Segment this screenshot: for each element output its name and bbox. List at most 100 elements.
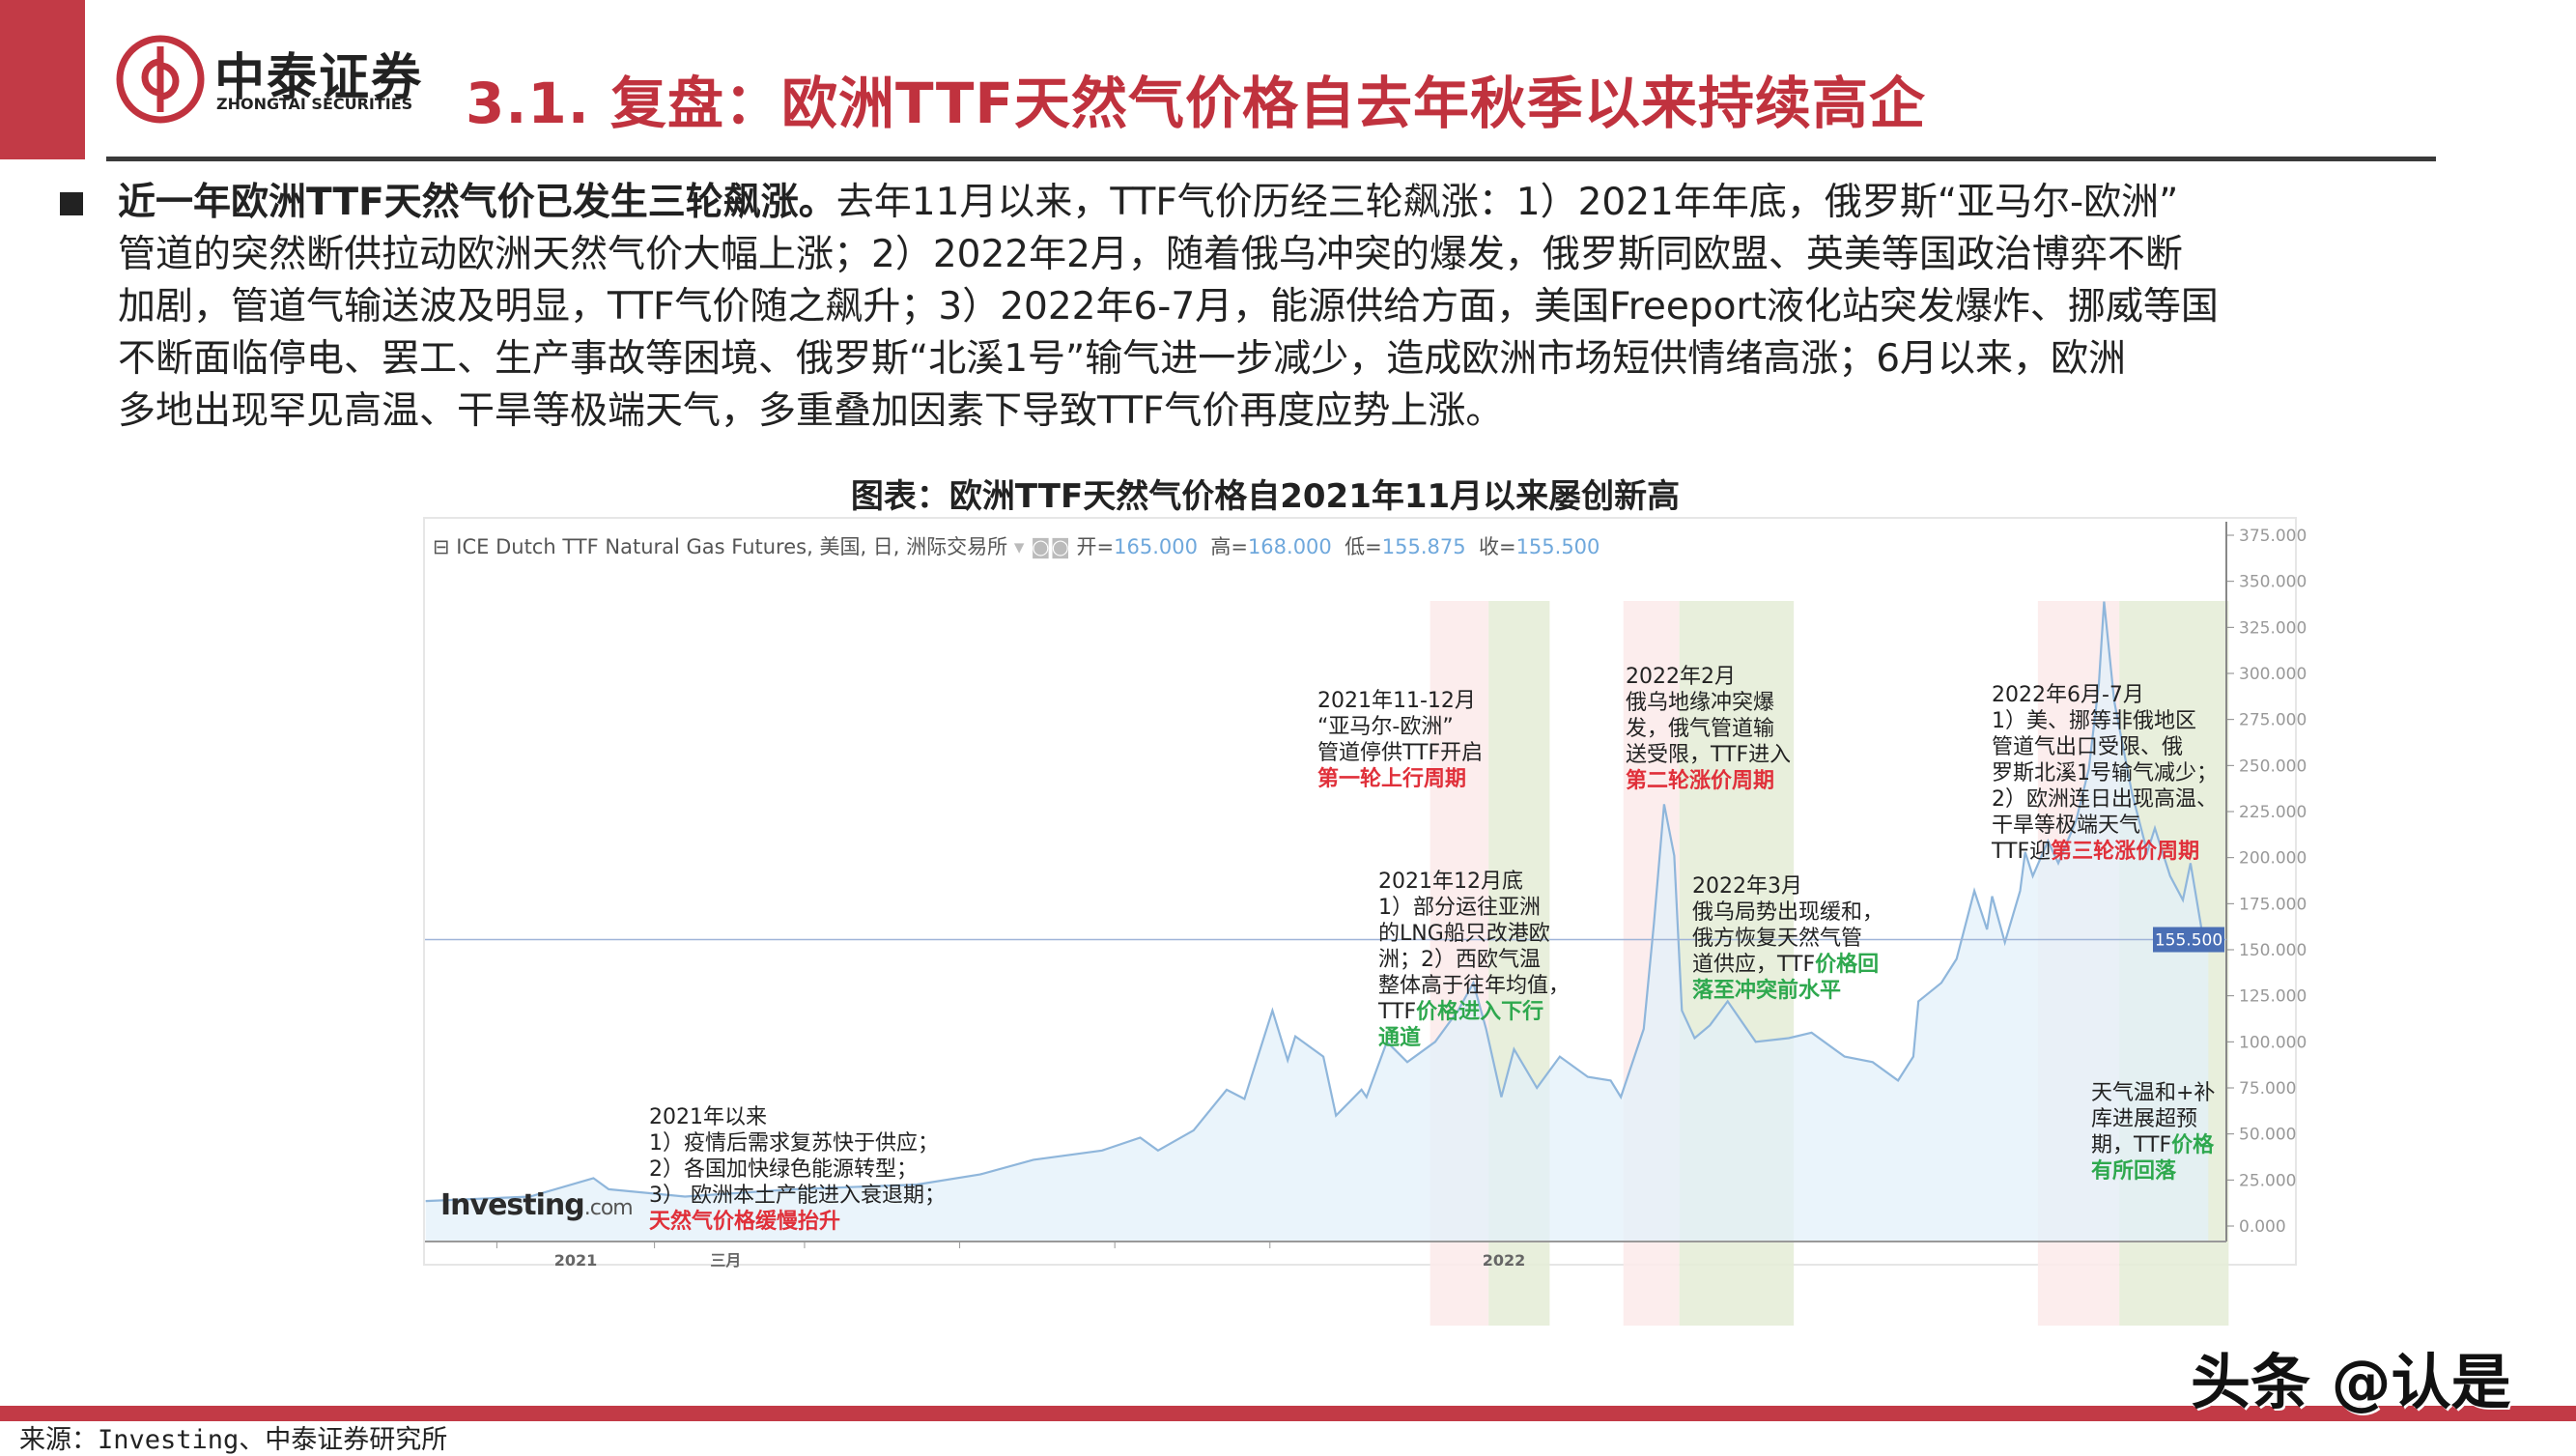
y-tick-label: 100.000 [2239,1033,2307,1052]
chart-legend: ⊟ ICE Dutch TTF Natural Gas Futures, 美国,… [433,531,1599,560]
annotation-text: 期，TTF [2091,1133,2171,1157]
annotation-line: 2021年12月底 [1378,869,1570,895]
annotation-highlight: 第一轮上行周期 [1317,767,1466,791]
annotation-text: 干旱等极端天气 [1992,814,2140,838]
annotation-line: 2022年2月 [1626,664,1791,690]
annotation-line: 1）疫情后需求复苏快于供应； [649,1130,946,1156]
annotation-line: 2022年3月 [1692,873,1883,899]
annotation-line: TTF迎第三轮涨价周期 [1992,839,2218,865]
annotation-text: 2022年3月 [1692,874,1802,899]
annotation-line: 第一轮上行周期 [1317,766,1483,792]
annotation-line: 俄乌局势出现缓和， [1692,899,1883,926]
annotation-line: 发，俄气管道输 [1626,716,1791,742]
close-label: 收= [1479,535,1516,558]
source-note: 来源：Investing、中泰证券研究所 [19,1418,447,1456]
annotation-text: 2021年12月底 [1378,870,1523,894]
collapse-icon[interactable]: ⊟ [433,535,450,558]
annotation-line: “亚马尔-欧洲” [1317,714,1483,740]
annotation-text: 道供应，TTF [1692,953,1815,977]
annotation-text: 2）各国加快绿色能源转型； [649,1157,918,1182]
y-tick-label: 50.000 [2239,1126,2296,1145]
settings-icon[interactable]: ◙◙ [1031,535,1070,558]
y-tick-label: 150.000 [2239,941,2307,960]
y-tick-label: 0.000 [2239,1217,2286,1237]
annotation-line: TTF价格进入下行 [1378,999,1570,1025]
annotation-line: 2）欧洲连日出现高温、 [1992,786,2218,813]
annotation-line: 道供应，TTF价格回 [1692,952,1883,978]
annotation-text: 天气温和+补 [2091,1081,2215,1105]
high-label: 高= [1210,535,1248,558]
annotation-line: 洲；2）西欧气温 [1378,947,1570,973]
annotation-line: 管道气出口受限、俄 [1992,734,2218,760]
watermark: 头条 @认是 [2191,1333,2511,1420]
annotation-text: 3） 欧洲本土产能进入衰退期； [649,1184,946,1208]
last-price-label: 155.500 [2155,931,2222,951]
annotation-highlight: 第三轮涨价周期 [2051,840,2199,864]
annotation-highlight: 价格回 [1815,953,1879,977]
annotation-text: 整体高于往年均值， [1378,974,1570,998]
annotation-highlight: 天然气价格缓慢抬升 [649,1210,840,1234]
y-tick-label: 375.000 [2239,527,2307,546]
annotation-line: 2021年11-12月 [1317,688,1483,714]
annotation-highlight: 第二轮涨价周期 [1626,769,1774,793]
y-tick-label: 325.000 [2239,618,2307,638]
annotation-line: 1）部分运往亚洲 [1378,895,1570,921]
annotation-text: 的LNG船只改港欧 [1378,922,1550,946]
annotation-text: 库进展超预 [2091,1107,2197,1131]
annotation-line: 送受限，TTF进入 [1626,742,1791,768]
annotation-line: 有所回落 [2091,1158,2215,1185]
annotation-line: 3） 欧洲本土产能进入衰退期； [649,1183,946,1209]
x-tick-label: 2021 [554,1251,598,1270]
y-tick-label: 175.000 [2239,895,2307,914]
annotation-line: 俄方恢复天然气管 [1692,926,1883,952]
annotation-text: 1）疫情后需求复苏快于供应； [649,1131,939,1156]
dropdown-icon[interactable]: ▾ [1014,535,1025,558]
annotation-mild-weather: 天气温和+补库进展超预期，TTF价格有所回落 [2091,1080,2215,1185]
annotation-highlight: 价格进入下行 [1416,1000,1543,1024]
high-value: 168.000 [1248,535,1332,558]
annotation-text: 2）欧洲连日出现高温、 [1992,787,2218,812]
annotation-highlight: 有所回落 [2091,1159,2176,1184]
annotation-line: 的LNG船只改港欧 [1378,921,1570,947]
annotation-text: “亚马尔-欧洲” [1317,715,1454,739]
y-tick-label: 225.000 [2239,803,2307,822]
open-value: 165.000 [1114,535,1198,558]
annotation-text: TTF [1378,1000,1416,1024]
annotation-line: 期，TTF价格 [2091,1132,2215,1158]
annotation-line: 通道 [1378,1025,1570,1051]
annotation-line: 天然气价格缓慢抬升 [649,1209,946,1235]
annotation-text: 送受限，TTF进入 [1626,743,1791,767]
annotation-line: 干旱等极端天气 [1992,813,2218,839]
annotation-text: 俄方恢复天然气管 [1692,927,1862,951]
instrument-name: ICE Dutch TTF Natural Gas Futures, 美国, 日… [456,535,1007,558]
annotation-line: 2021年以来 [649,1104,946,1130]
annotation-text: 洲；2）西欧气温 [1378,948,1541,972]
annotation-text: 发，俄气管道输 [1626,717,1774,741]
annotation-line: 2022年6月-7月 [1992,682,2218,708]
annotation-line: 落至冲突前水平 [1692,978,1883,1004]
annotation-line: 1）美、挪等非俄地区 [1992,708,2218,734]
annotation-text: 2021年11-12月 [1317,689,1476,713]
annotation-text: 2021年以来 [649,1105,767,1129]
x-tick-label: 2022 [1483,1251,1526,1270]
annotation-feb-2022: 2022年2月俄乌地缘冲突爆发，俄气管道输送受限，TTF进入第二轮涨价周期 [1626,664,1791,794]
annotation-text: 罗斯北溪1号输气减少； [1992,761,2218,785]
y-tick-label: 350.000 [2239,573,2307,592]
y-tick-label: 200.000 [2239,849,2307,869]
low-label: 低= [1345,535,1382,558]
y-tick-label: 300.000 [2239,665,2307,684]
y-tick-label: 275.000 [2239,711,2307,730]
y-tick-label: 125.000 [2239,987,2307,1007]
annotation-line: 2）各国加快绿色能源转型； [649,1156,946,1183]
investing-logo-main: Investing [440,1188,584,1222]
annotation-text: 2022年2月 [1626,665,1736,689]
annotation-text: 俄乌局势出现缓和， [1692,900,1883,925]
annotation-highlight: 通道 [1378,1026,1421,1050]
annotation-text: 2022年6月-7月 [1992,683,2144,707]
annotation-line: 罗斯北溪1号输气减少； [1992,760,2218,786]
annotation-line: 整体高于往年均值， [1378,973,1570,999]
x-tick-label: 三月 [710,1251,741,1270]
